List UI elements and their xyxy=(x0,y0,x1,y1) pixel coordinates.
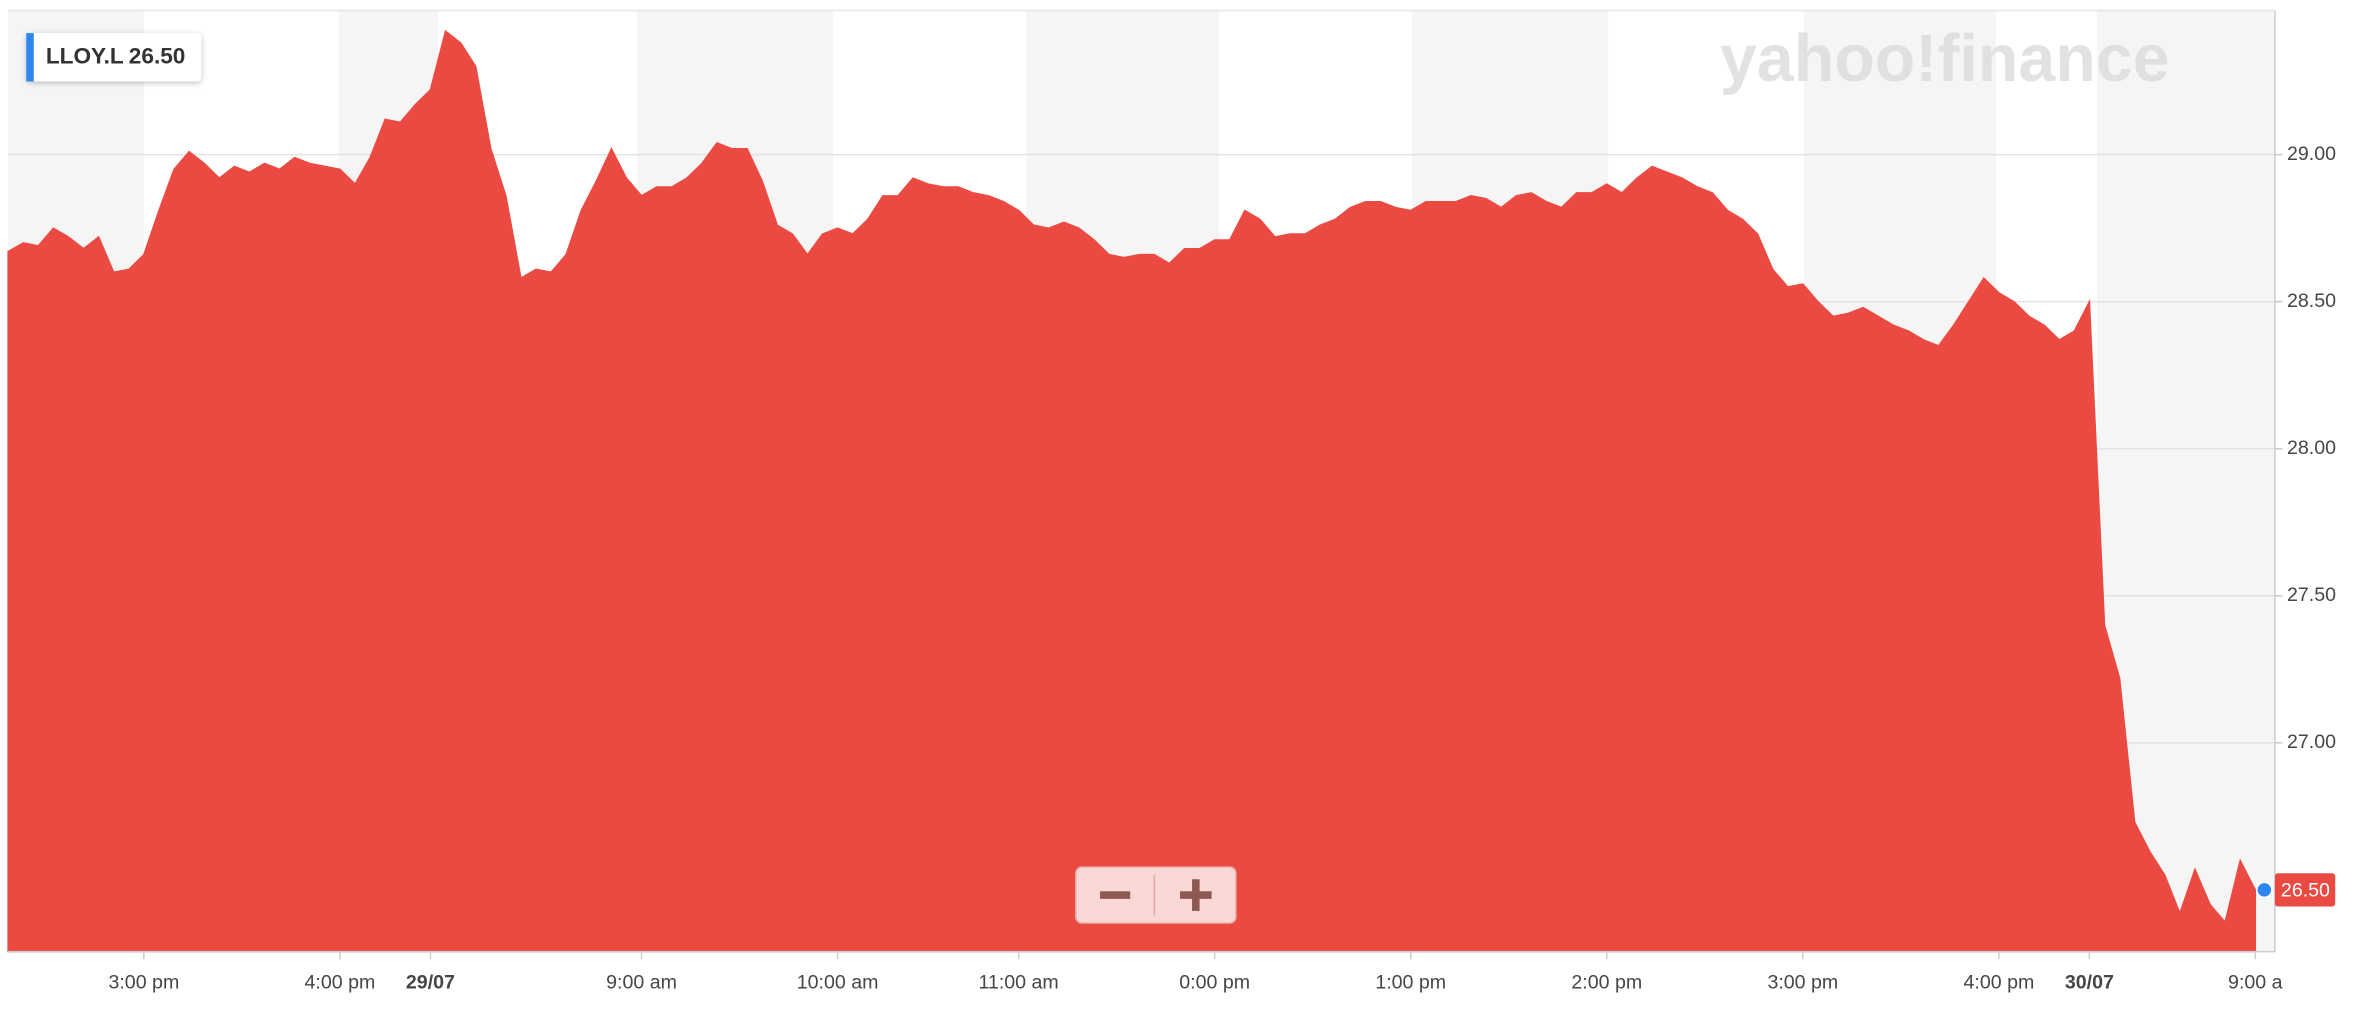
zoom-controls xyxy=(1075,866,1237,924)
y-tick-label: 27.00 xyxy=(2287,731,2336,753)
watermark: yahoo!finance xyxy=(1720,22,2170,96)
price-tag-box xyxy=(2274,873,2336,907)
plot xyxy=(7,29,2257,953)
x-tick-label: 0:00 pm xyxy=(1179,971,1250,993)
y-tick-label: 28.50 xyxy=(2287,290,2336,312)
x-tick-label: 30/07 xyxy=(2065,971,2114,993)
x-tick-label: 3:00 pm xyxy=(108,971,179,993)
price-area xyxy=(7,29,2257,953)
y-tick-label: 28.00 xyxy=(2287,437,2336,459)
legend-name: LLOY.L xyxy=(46,43,124,68)
x-tick-label: 4:00 pm xyxy=(1964,971,2035,993)
legend-box xyxy=(26,33,202,82)
x-tick-label: 2:00 pm xyxy=(1571,971,1642,993)
y-tick-label: 27.50 xyxy=(2287,584,2336,606)
x-tick-label: 11:00 am xyxy=(978,971,1058,993)
legend-price: 26.50 xyxy=(129,43,186,68)
minus-icon xyxy=(1100,891,1131,899)
x-tick-label: 9:00 am xyxy=(606,971,677,993)
price-tag-label: 26.50 xyxy=(2281,880,2330,902)
x-tick-label: 9:00 a xyxy=(2228,971,2283,993)
legend-swatch xyxy=(26,33,34,82)
last-price-dot xyxy=(2256,881,2273,899)
plus-icon-v xyxy=(1192,879,1200,911)
x-tick-label: 3:00 pm xyxy=(1767,971,1838,993)
x-tick-label: 10:00 am xyxy=(797,971,879,993)
x-tick-label: 1:00 pm xyxy=(1375,971,1446,993)
legend: LLOY.L 26.50 xyxy=(26,33,202,82)
y-tick-label: 29.00 xyxy=(2287,143,2336,165)
x-tick-label: 4:00 pm xyxy=(305,971,376,993)
price-tag: 26.50 xyxy=(2256,873,2336,907)
x-tick-label: 29/07 xyxy=(406,971,455,993)
